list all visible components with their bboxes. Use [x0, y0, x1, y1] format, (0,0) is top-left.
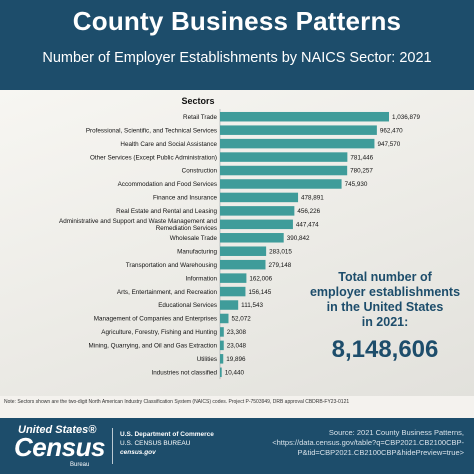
total-label-line: in the United States — [326, 300, 444, 314]
source-url-link[interactable]: <https://data.census.gov/table?q=CBP2021… — [272, 438, 464, 447]
total-value: 8,148,606 — [331, 336, 439, 363]
category-label: Other Services (Except Public Administra… — [90, 154, 217, 161]
value-label: 10,440 — [225, 369, 245, 376]
total-label-line: in 2021: — [361, 315, 409, 329]
category-label: Administrative and Support and Waste Man… — [59, 218, 217, 232]
category-label: Retail Trade — [183, 114, 217, 121]
bar — [220, 192, 299, 203]
value-label: 447,474 — [296, 222, 319, 229]
bar — [220, 327, 224, 337]
bar-chart: Sectors Retail Trade 1,036,879 Professiona… — [59, 96, 421, 379]
footer-banner: United States® Census Bureau U.S. Depart… — [0, 418, 474, 474]
category-label: Information — [186, 275, 218, 282]
value-label: 478,891 — [301, 195, 324, 202]
agency-department: U.S. Department of Commerce — [120, 431, 214, 438]
source-line: Source: 2021 County Business Patterns, — [328, 428, 464, 437]
value-label: 111,543 — [241, 302, 263, 309]
value-label: 781,446 — [350, 154, 373, 161]
bar — [220, 233, 284, 243]
bar — [220, 340, 224, 351]
category-label: Construction — [182, 168, 218, 175]
bar — [220, 367, 222, 378]
category-label: Agriculture, Forestry, Fishing and Hunti… — [101, 329, 217, 336]
bar — [220, 165, 348, 176]
value-label: 19,896 — [226, 356, 246, 363]
total-label-line: employer establishments — [309, 285, 461, 299]
category-label: Wholesale Trade — [170, 235, 218, 242]
value-label: 23,308 — [227, 329, 247, 336]
category-label: Transportation and Warehousing — [126, 262, 218, 269]
category-label: Professional, Scientific, and Technical … — [86, 127, 217, 134]
agency-block: U.S. Department of Commerce U.S. CENSUS … — [120, 430, 214, 457]
value-label: 162,006 — [249, 275, 272, 282]
category-label: Management of Companies and Enterprises — [94, 316, 217, 323]
census-logo: United States® Census Bureau — [14, 424, 106, 468]
value-label: 279,148 — [268, 262, 291, 269]
total-label-line: Total number of — [338, 270, 432, 284]
category-label: Educational Services — [158, 302, 217, 309]
footer-divider — [112, 428, 113, 464]
y-axis-title: Sectors — [181, 96, 214, 106]
value-label: 156,145 — [248, 289, 271, 296]
category-label: Industries not classified — [152, 369, 218, 376]
value-label: 947,570 — [377, 141, 400, 148]
value-label: 283,015 — [269, 248, 292, 255]
category-label: Utilities — [197, 356, 217, 363]
bar — [220, 179, 342, 189]
agency-website-link[interactable]: census.gov — [120, 449, 156, 456]
value-label: 52,072 — [231, 316, 251, 323]
category-label: Real Estate and Rental and Leasing — [116, 208, 217, 215]
category-label: Arts, Entertainment, and Recreation — [117, 289, 218, 296]
value-label: 1,036,879 — [392, 114, 421, 121]
bar — [220, 219, 293, 230]
chart-title: County Business Patterns — [72, 6, 402, 36]
bar — [220, 246, 267, 256]
bar — [220, 300, 239, 310]
bar — [220, 152, 348, 162]
total-callout: Total number of employer establishments … — [300, 270, 470, 364]
category-label: Accommodation and Food Services — [118, 181, 217, 188]
bar — [220, 111, 389, 122]
value-label: 390,842 — [287, 235, 310, 242]
chart-subtitle: Number of Employer Establishments by NAI… — [42, 50, 432, 66]
logo-line-3: Bureau — [70, 462, 90, 468]
value-label: 780,257 — [350, 168, 373, 175]
footnote: Note: Sectors shown are the two-digit No… — [4, 399, 350, 405]
value-label: 745,930 — [345, 181, 368, 188]
logo-line-2: Census — [14, 432, 105, 462]
bar — [220, 206, 295, 216]
category-label: Manufacturing — [177, 248, 217, 255]
value-label: 23,048 — [227, 343, 247, 350]
total-label: Total number of employer establishments … — [300, 270, 470, 330]
value-label: 456,226 — [297, 208, 320, 215]
bar — [220, 313, 229, 324]
bar — [220, 138, 375, 149]
bar — [220, 259, 266, 270]
category-label: Health Care and Social Assistance — [120, 141, 217, 148]
bar — [220, 273, 247, 283]
category-label: Finance and Insurance — [153, 195, 218, 202]
category-label: Mining, Quarrying, and Oil and Gas Extra… — [89, 343, 218, 350]
agency-bureau: U.S. CENSUS BUREAU — [120, 440, 191, 447]
value-label: 962,470 — [380, 127, 403, 134]
bar — [220, 286, 246, 297]
source-citation: Source: 2021 County Business Patterns, <… — [234, 428, 464, 458]
source-url-link[interactable]: P&tid=CBP2021.CB2100CBP&hidePreview=true… — [297, 448, 464, 457]
bar — [220, 125, 377, 135]
logo-line-1: United States® — [18, 424, 97, 436]
header-banner: County Business Patterns Number of Emplo… — [0, 0, 474, 90]
bar — [220, 354, 224, 364]
